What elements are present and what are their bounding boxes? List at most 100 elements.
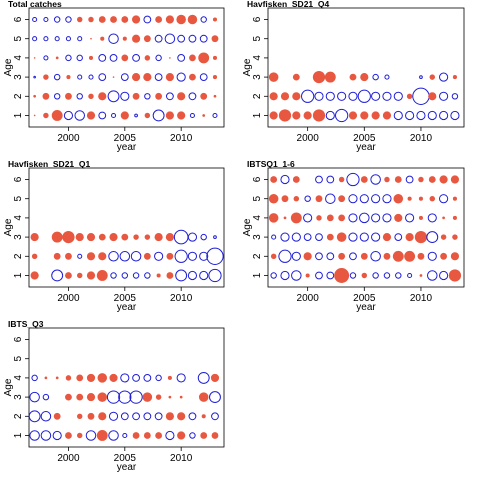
negative-residual-bubble [143, 15, 152, 24]
positive-residual-bubble [33, 57, 36, 59]
positive-residual-bubble [143, 432, 151, 439]
negative-residual-bubble [154, 73, 163, 81]
y-tick-label: 4 [252, 215, 263, 221]
positive-residual-bubble [143, 73, 152, 82]
negative-residual-bubble [337, 91, 347, 101]
negative-residual-bubble [427, 213, 437, 223]
positive-residual-bubble [88, 55, 94, 60]
positive-residual-bubble [349, 73, 357, 81]
positive-residual-bubble [316, 215, 322, 221]
positive-residual-bubble [66, 75, 71, 80]
positive-residual-bubble [76, 374, 84, 382]
negative-residual-bubble [405, 175, 414, 184]
negative-residual-bubble [108, 430, 119, 441]
y-tick-label: 6 [252, 176, 263, 182]
negative-residual-bubble [395, 272, 402, 279]
positive-residual-bubble [292, 176, 300, 183]
positive-residual-bubble [87, 412, 95, 420]
negative-residual-bubble [177, 54, 186, 62]
negative-residual-bubble [63, 110, 74, 121]
x-axis-label: year [356, 302, 376, 313]
positive-residual-bubble [155, 394, 162, 400]
negative-residual-bubble [382, 194, 392, 204]
positive-residual-bubble [65, 375, 72, 381]
negative-residual-bubble [177, 34, 186, 43]
positive-residual-bubble [404, 250, 416, 262]
chart-panel: IBTS_Q3 2000 2005 2010 1 2 3 4 5 6 year Age [3, 319, 225, 473]
negative-residual-bubble [301, 89, 315, 103]
positive-residual-bubble [179, 395, 183, 399]
negative-residual-bubble [187, 270, 198, 281]
positive-residual-bubble [55, 56, 59, 60]
negative-residual-bubble [120, 412, 129, 421]
positive-residual-bubble [382, 111, 392, 120]
positive-residual-bubble [392, 250, 404, 262]
negative-residual-bubble [315, 233, 323, 241]
positive-residual-bubble [86, 393, 96, 402]
positive-residual-bubble [324, 71, 336, 83]
negative-residual-bubble [439, 91, 449, 101]
positive-residual-bubble [440, 234, 447, 240]
y-axis-label: Age [3, 58, 14, 76]
positive-residual-bubble [394, 176, 402, 183]
positive-residual-bubble [30, 271, 39, 280]
positive-residual-bubble [98, 412, 107, 421]
y-axis-label: Age [242, 218, 253, 236]
positive-residual-bubble [334, 268, 350, 283]
x-tick-label: 2005 [114, 453, 137, 464]
negative-residual-bubble [348, 91, 358, 101]
negative-residual-bubble [426, 231, 439, 244]
x-tick-label: 2000 [297, 133, 320, 144]
positive-residual-bubble [418, 215, 423, 220]
negative-residual-bubble [407, 272, 413, 279]
negative-residual-bubble [382, 91, 392, 101]
positive-residual-bubble [270, 253, 277, 260]
negative-residual-bubble [200, 16, 207, 23]
negative-residual-bubble [108, 411, 119, 421]
y-tick-label: 6 [252, 16, 263, 22]
positive-residual-bubble [336, 232, 347, 242]
negative-residual-bubble [132, 272, 140, 279]
positive-residual-bubble [212, 17, 218, 22]
negative-residual-bubble [98, 73, 107, 81]
positive-residual-bubble [142, 392, 153, 402]
negative-residual-bubble [165, 92, 174, 101]
negative-residual-bubble [132, 374, 140, 382]
positive-residual-bubble [120, 111, 129, 120]
negative-residual-bubble [53, 16, 61, 23]
positive-residual-bubble [109, 373, 118, 382]
positive-residual-bubble [31, 253, 38, 260]
positive-residual-bubble [440, 252, 448, 260]
negative-residual-bubble [315, 271, 323, 280]
negative-residual-bubble [43, 36, 49, 42]
negative-residual-bubble [439, 194, 449, 204]
negative-residual-bubble [315, 175, 323, 184]
x-tick-label: 2005 [353, 133, 376, 144]
y-tick-label: 2 [13, 413, 24, 419]
positive-residual-bubble [143, 35, 151, 43]
positive-residual-bubble [86, 252, 96, 261]
negative-residual-bubble [119, 251, 131, 262]
negative-residual-bubble [371, 194, 381, 204]
y-axis-label: Age [3, 218, 14, 236]
positive-residual-bubble [33, 94, 36, 98]
negative-residual-bubble [412, 87, 430, 105]
negative-residual-bubble [65, 54, 72, 62]
plot-frame [28, 167, 225, 288]
positive-residual-bubble [155, 92, 163, 100]
positive-residual-bubble [98, 233, 106, 241]
negative-residual-bubble [188, 412, 197, 421]
negative-residual-bubble [326, 271, 335, 280]
positive-residual-bubble [165, 233, 174, 242]
chart-panel: Havfisken_SD21_Q1 2000 2005 2010 1 2 3 4 5 6 year A… [3, 159, 225, 313]
negative-residual-bubble [394, 233, 403, 241]
positive-residual-bubble [326, 233, 334, 241]
y-tick-label: 2 [13, 253, 24, 259]
positive-residual-bubble [132, 432, 140, 439]
negative-residual-bubble [357, 89, 371, 103]
y-tick-label: 5 [13, 355, 24, 361]
positive-residual-bubble [278, 109, 292, 122]
x-tick-label: 2010 [170, 453, 193, 464]
negative-residual-bubble [303, 233, 312, 241]
positive-residual-bubble [165, 412, 174, 421]
